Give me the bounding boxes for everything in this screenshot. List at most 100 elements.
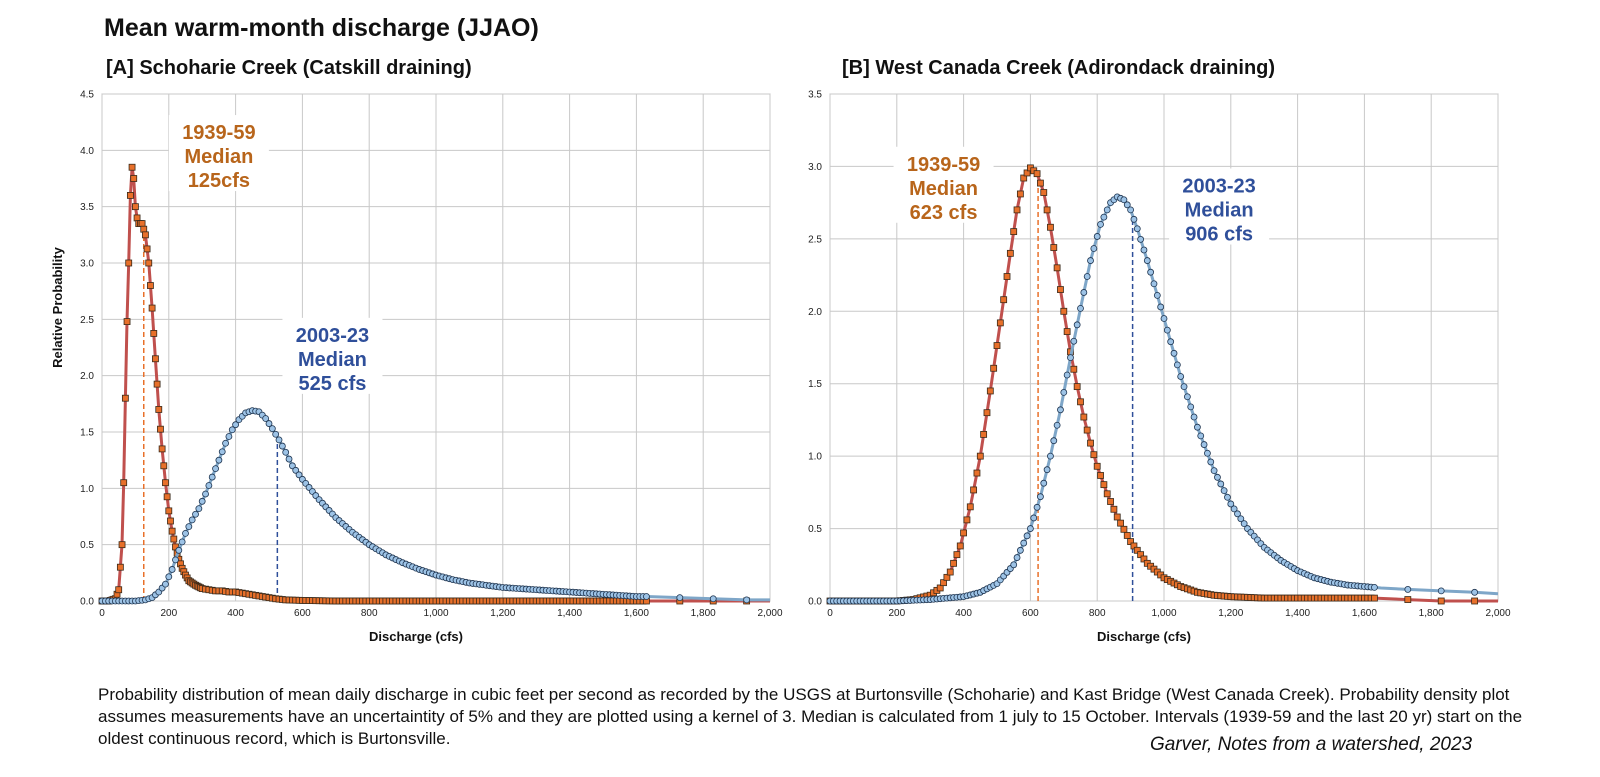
panel-b-point-new <box>1167 338 1175 346</box>
panel-a-point-new <box>195 505 203 513</box>
panel-a-x-axis-label: Discharge (cfs) <box>369 629 463 644</box>
panel-b-point-old <box>1050 244 1058 251</box>
panel-a-y-tick-label: 1.5 <box>80 428 94 439</box>
panel-a-y-tick-label: 0.0 <box>80 597 94 608</box>
panel-b-y-tick-label: 0.5 <box>808 524 822 535</box>
panel-b-point-new <box>1160 315 1168 322</box>
panel-a-point-old <box>115 586 123 594</box>
panel-a-point-old <box>121 394 129 402</box>
panel-a-point-old <box>145 259 153 267</box>
panel-b-point-old <box>1053 264 1061 272</box>
panel-a-x-tick-label: 1,600 <box>624 608 649 619</box>
panel-b-point-old <box>990 364 998 372</box>
panel-b-point-old <box>1060 307 1068 315</box>
panel-a-point-old <box>143 245 151 253</box>
panel-b-point-new <box>1083 273 1091 280</box>
panel-a-point-old <box>130 175 138 182</box>
panel-a-point-new <box>168 566 176 573</box>
panel-a-point-new <box>709 595 717 603</box>
panel-b-point-new <box>1026 525 1034 532</box>
panel-a-point-new <box>172 556 179 564</box>
panel-b-point-new <box>1080 289 1088 296</box>
panel-b-point-old <box>980 431 988 438</box>
panel-b-point-new <box>1200 441 1208 448</box>
panel-a-point-old <box>147 282 154 289</box>
panel-a-x-tick-label: 1,800 <box>691 608 716 619</box>
panel-a-point-old <box>153 380 161 388</box>
panel-b-point-new <box>1163 326 1171 334</box>
panel-a-series-markers-old <box>98 163 751 605</box>
panel-a-point-old <box>158 445 166 453</box>
panel-a-point-old <box>142 231 149 239</box>
panel-b-point-new <box>1153 291 1161 299</box>
panel-a-point-new <box>212 465 219 473</box>
panel-a-point-old <box>152 355 159 363</box>
panel-a-point-old <box>170 535 178 543</box>
panel-b-point-old <box>1040 189 1048 196</box>
panel-b-point-old <box>1006 249 1014 257</box>
panel-b-point-new <box>1147 268 1155 276</box>
panel-b-point-old <box>1113 513 1121 521</box>
panel-b-point-new <box>1187 403 1195 411</box>
panel-b-point-new <box>1157 303 1165 311</box>
panel-b-point-new <box>1207 458 1215 466</box>
panel-b-x-tick-label: 1,600 <box>1352 608 1377 619</box>
panel-b-point-new <box>1016 546 1024 554</box>
panel-a-point-new <box>205 482 213 489</box>
figure-caption: Probability distribution of mean daily d… <box>98 685 1523 748</box>
panel-b-point-old <box>1471 597 1479 605</box>
panel-b-point-new <box>1023 532 1031 540</box>
panel-b-point-new <box>1037 493 1044 501</box>
panel-b-chart: 0 200 400 600 800 1,000 1,200 1,400 1,600 1,800 2,… <box>808 90 1511 645</box>
panel-b-x-tick-label: 2,000 <box>1485 608 1510 619</box>
panel-a-series-markers-new <box>98 407 751 605</box>
panel-a-x-tick-label: 1,400 <box>557 608 582 619</box>
figure-title: Mean warm-month discharge (JJAO) <box>104 14 539 42</box>
panel-a-point-new <box>292 466 300 474</box>
panel-a-title: [A] Schoharie Creek (Catskill draining) <box>106 57 472 79</box>
panel-b-annotation-bg-old <box>893 146 994 223</box>
panel-a-y-tick-label: 1.0 <box>80 484 94 495</box>
panel-b-point-new <box>1193 423 1201 431</box>
panel-a-point-new <box>282 448 290 456</box>
panel-a-y-tick-label: 4.0 <box>80 146 94 157</box>
panel-a-annotation-old: 125cfs <box>188 170 250 192</box>
panel-b-point-new <box>1047 452 1054 460</box>
panel-a-point-old <box>167 517 174 525</box>
panel-b-point-new <box>1060 389 1068 396</box>
panel-b-point-new <box>1067 354 1074 362</box>
panel-a-point-new <box>225 433 233 440</box>
panel-b-point-old <box>1097 472 1104 479</box>
panel-b-point-new <box>1133 225 1141 233</box>
panel-a-point-old <box>123 318 131 325</box>
panel-b-point-old <box>1070 365 1078 373</box>
panel-b-point-old <box>963 516 971 524</box>
panel-b-y-tick-label: 1.5 <box>808 379 822 390</box>
panel-b-point-new <box>1170 349 1178 357</box>
panel-b-point-new <box>1137 235 1145 243</box>
panel-b-point-new <box>1204 449 1211 457</box>
panel-a-point-old <box>140 225 148 233</box>
panel-b-annotation-old: 623 cfs <box>910 202 978 224</box>
panel-b-x-tick-label: 800 <box>1089 608 1106 619</box>
panel-a-point-new <box>175 546 183 554</box>
panel-a-annotation-old: 1939-59 <box>182 122 255 144</box>
panel-a-y-tick-label: 3.5 <box>80 202 94 213</box>
panel-a-point-old <box>163 493 171 501</box>
panel-a-point-new <box>162 580 169 588</box>
panel-b-point-old <box>1103 490 1111 498</box>
panel-a-point-new <box>188 516 196 524</box>
panel-b-point-old <box>1010 228 1018 236</box>
panel-b-x-tick-label: 400 <box>955 608 972 619</box>
panel-b-point-old <box>993 342 1001 349</box>
panel-b-point-new <box>1214 473 1221 481</box>
panel-b-x-tick-label: 600 <box>1022 608 1039 619</box>
panel-a-point-old <box>155 406 163 413</box>
panel-a-annotation-old: Median <box>184 146 253 168</box>
panel-b-point-new <box>1471 588 1479 596</box>
panel-a-point-old <box>148 304 156 312</box>
panel-b-point-new <box>1070 337 1078 345</box>
panel-b-point-new <box>1040 479 1048 487</box>
panel-a-point-old <box>120 479 128 487</box>
panel-b-point-old <box>983 409 991 417</box>
